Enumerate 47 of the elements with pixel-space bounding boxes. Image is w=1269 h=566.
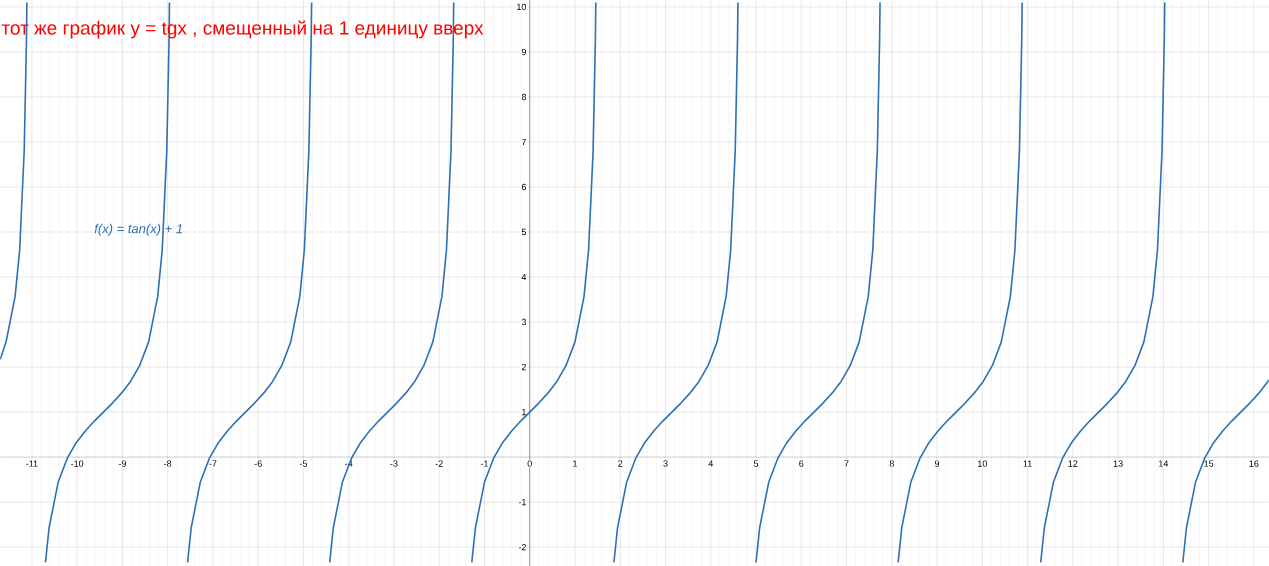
x-tick-label: -1 [480, 460, 489, 467]
y-tick-label: 7 [521, 138, 526, 145]
x-tick-label: 0 [527, 460, 532, 467]
x-tick-label: 9 [934, 460, 940, 467]
line-series [897, 1, 1023, 564]
y-tick-label: 6 [521, 183, 527, 191]
y-tick-label: 10 [517, 3, 527, 11]
y-tick-label: -1 [518, 498, 526, 506]
x-tick-label: 16 [1249, 460, 1259, 467]
x-tick-label: -2 [435, 460, 443, 467]
x-tick-label: 3 [663, 460, 668, 467]
y-tick-label: 3 [521, 318, 527, 326]
x-tick-label: -7 [209, 460, 217, 467]
y-tick-label: 2 [521, 363, 526, 371]
y-tick-label: -2 [518, 543, 526, 551]
x-tick-label: -11 [26, 460, 38, 467]
y-tick-label: 5 [521, 228, 527, 236]
x-tick-label: 15 [1204, 460, 1214, 467]
line-series [0, 1, 28, 361]
x-tick-label: 12 [1068, 460, 1078, 467]
x-tick-label: 4 [708, 460, 714, 467]
x-tick-label: -3 [390, 460, 398, 467]
y-tick-label: 8 [521, 93, 527, 101]
x-tick-label: 1 [573, 460, 578, 467]
line-series [1182, 378, 1269, 564]
x-tick-label: 13 [1113, 460, 1123, 467]
line-series [1039, 1, 1166, 564]
x-tick-label: 5 [753, 460, 759, 467]
y-tick-label: 4 [521, 273, 527, 281]
x-tick-label: 14 [1159, 460, 1169, 467]
line-series [755, 1, 881, 564]
y-tick-label: 9 [521, 48, 526, 56]
line-series [186, 1, 313, 564]
x-tick-label: -8 [164, 460, 172, 467]
x-tick-label: 10 [978, 460, 987, 467]
line-series [613, 1, 739, 564]
x-tick-label: 7 [844, 460, 849, 467]
x-tick-label: 8 [889, 460, 894, 467]
x-tick-label: 2 [618, 460, 623, 467]
x-tick-label: -5 [299, 460, 308, 467]
x-tick-label: -6 [254, 460, 262, 467]
x-tick-label: -9 [118, 460, 126, 467]
y-tick-label: 1 [522, 408, 526, 416]
x-tick-label: 6 [799, 460, 804, 467]
annotation: f(x) = tan(x) + 1 [94, 223, 182, 236]
x-tick-label: -10 [71, 460, 84, 467]
x-tick-label: 11 [1023, 460, 1032, 467]
